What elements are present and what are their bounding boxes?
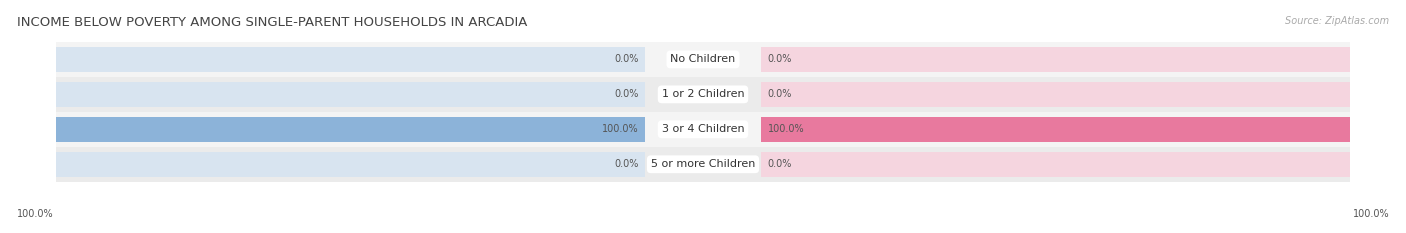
Bar [761,152,1350,177]
Text: Source: ZipAtlas.com: Source: ZipAtlas.com [1285,16,1389,26]
Bar [761,82,1350,107]
Text: 100.0%: 100.0% [1353,209,1389,219]
Bar [56,117,645,142]
Text: INCOME BELOW POVERTY AMONG SINGLE-PARENT HOUSEHOLDS IN ARCADIA: INCOME BELOW POVERTY AMONG SINGLE-PARENT… [17,16,527,29]
Bar [56,147,1350,182]
Bar [56,42,1350,77]
Bar [56,47,645,72]
Text: 5 or more Children: 5 or more Children [651,159,755,169]
Bar [761,47,1350,72]
Bar [56,117,645,142]
Text: No Children: No Children [671,55,735,64]
Text: 100.0%: 100.0% [602,124,638,134]
Text: 0.0%: 0.0% [614,159,638,169]
Bar [56,77,1350,112]
Text: 100.0%: 100.0% [17,209,53,219]
Bar [56,112,1350,147]
Text: 1 or 2 Children: 1 or 2 Children [662,89,744,99]
Bar [56,82,645,107]
Text: 100.0%: 100.0% [768,124,804,134]
Text: 0.0%: 0.0% [768,55,792,64]
Text: 0.0%: 0.0% [614,55,638,64]
Bar [761,117,1350,142]
Bar [761,117,1350,142]
Bar [56,152,645,177]
Text: 3 or 4 Children: 3 or 4 Children [662,124,744,134]
Text: 0.0%: 0.0% [614,89,638,99]
Text: 0.0%: 0.0% [768,159,792,169]
Text: 0.0%: 0.0% [768,89,792,99]
